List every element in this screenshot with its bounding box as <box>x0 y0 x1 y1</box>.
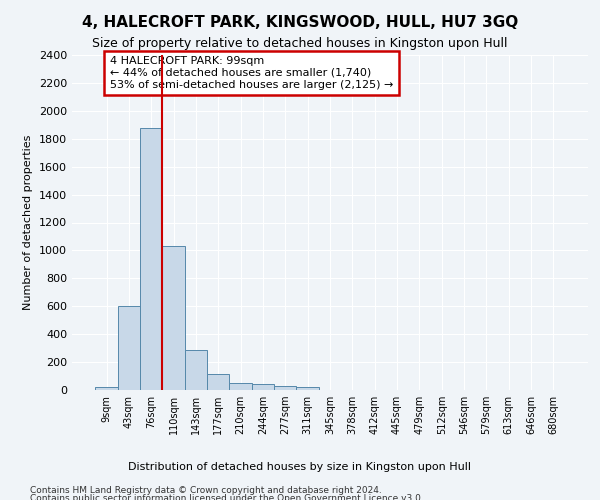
Bar <box>296 388 319 390</box>
Bar <box>274 386 296 390</box>
Bar <box>229 384 252 390</box>
Bar <box>185 350 207 390</box>
Text: Distribution of detached houses by size in Kingston upon Hull: Distribution of detached houses by size … <box>128 462 472 472</box>
Text: 4, HALECROFT PARK, KINGSWOOD, HULL, HU7 3GQ: 4, HALECROFT PARK, KINGSWOOD, HULL, HU7 … <box>82 15 518 30</box>
Text: Contains HM Land Registry data © Crown copyright and database right 2024.: Contains HM Land Registry data © Crown c… <box>30 486 382 495</box>
Bar <box>252 384 274 390</box>
Y-axis label: Number of detached properties: Number of detached properties <box>23 135 34 310</box>
Bar <box>207 374 229 390</box>
Bar <box>163 246 185 390</box>
Bar <box>95 387 118 390</box>
Bar <box>140 128 163 390</box>
Text: Contains public sector information licensed under the Open Government Licence v3: Contains public sector information licen… <box>30 494 424 500</box>
Text: Size of property relative to detached houses in Kingston upon Hull: Size of property relative to detached ho… <box>92 38 508 51</box>
Text: 4 HALECROFT PARK: 99sqm
← 44% of detached houses are smaller (1,740)
53% of semi: 4 HALECROFT PARK: 99sqm ← 44% of detache… <box>110 56 394 90</box>
Bar <box>118 306 140 390</box>
